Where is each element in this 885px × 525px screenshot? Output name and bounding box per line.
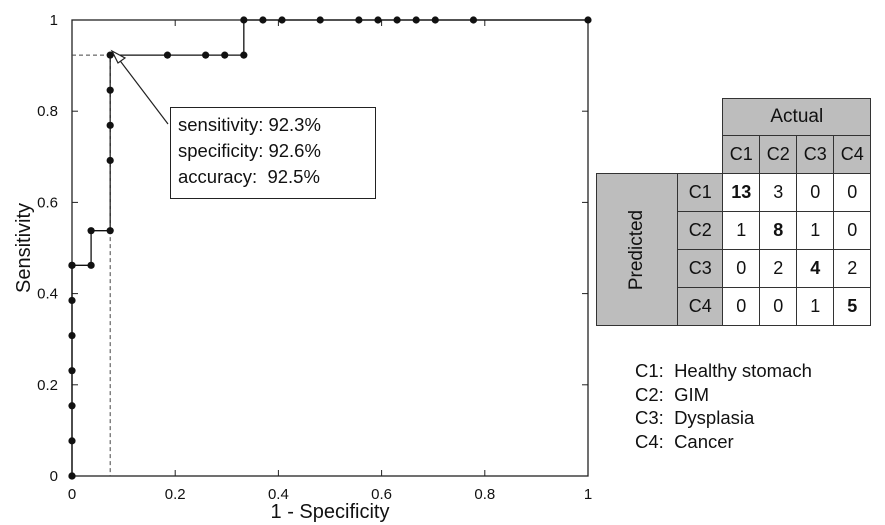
matrix-cell: 5: [833, 287, 872, 326]
legend-item-c2: C2: GIM: [635, 383, 710, 405]
roc-point: [106, 51, 114, 59]
roc-curve-line: [71, 19, 588, 476]
accuracy-label: accuracy: 92.5%: [178, 166, 320, 187]
plot-frame: [71, 19, 589, 477]
roc-point: [68, 367, 76, 375]
y-tick-label: 0: [50, 468, 58, 485]
roc-point: [393, 16, 401, 24]
y-tick-label: 0.4: [37, 286, 58, 303]
roc-point: [163, 51, 172, 59]
y-tick-label: 0.2: [37, 377, 58, 394]
y-tick-label: 0.8: [37, 103, 58, 120]
matrix-cell: 8: [759, 211, 798, 250]
matrix-cell: 0: [833, 173, 872, 212]
roc-point: [431, 16, 439, 24]
roc-point: [221, 51, 229, 59]
x-tick-label: 0: [68, 486, 76, 503]
roc-point: [240, 51, 248, 59]
x-tick-label: 0.4: [268, 486, 289, 503]
roc-point: [316, 16, 324, 24]
legend-item-c3: C3: Dysplasia: [635, 407, 755, 428]
roc-point: [202, 51, 210, 59]
annotation-arrow-line: [117, 57, 169, 125]
roc-point: [106, 121, 114, 129]
roc-point: [106, 227, 114, 235]
roc-point: [68, 331, 76, 340]
roc-point: [87, 261, 95, 269]
matrix-cell: 0: [796, 173, 835, 212]
roc-point: [374, 16, 382, 24]
matrix-cell: 0: [759, 287, 798, 326]
x-axis-label: 1 - Specificity: [271, 501, 390, 523]
actual-header: Actual: [722, 98, 872, 136]
roc-point: [259, 16, 267, 24]
roc-point: [469, 16, 478, 24]
matrix-cell: 1: [796, 211, 835, 250]
roc-point: [68, 402, 76, 410]
matrix-cell: 13: [722, 173, 761, 212]
matrix-cell: 0: [833, 211, 872, 250]
col-header-c1: C1: [722, 135, 761, 174]
predicted-header: Predicted: [595, 173, 679, 326]
roc-point: [106, 86, 114, 94]
roc-curve-layer: [71, 19, 588, 476]
roc-point: [68, 472, 76, 480]
legend-item-c4: C4: Cancer: [635, 430, 734, 452]
row-header-c2: C2: [677, 211, 724, 250]
row-header-c4: C4: [677, 287, 724, 326]
specificity-label: specificity: 92.6%: [178, 140, 321, 161]
roc-points-layer: [68, 16, 592, 480]
y-tick-label: 0.6: [37, 194, 58, 211]
y-axis-ticks: 0 0.2 0.4 0.6 0.8 1: [37, 12, 588, 485]
row-header-c3: C3: [677, 249, 724, 288]
roc-chart: 0 0.2 0.4 0.6 0.8 1 0 0.2 0.4 0.6 0.8 1 1 - Specif…: [13, 12, 592, 523]
matrix-cell: 3: [759, 173, 798, 212]
confusion-matrix: Actual C1 C2 C3 C4 Predicted C1 13 3 0 0…: [595, 98, 872, 326]
col-header-c2: C2: [759, 135, 798, 174]
y-axis-label: Sensitivity: [13, 203, 35, 293]
x-tick-label: 0.8: [474, 486, 495, 503]
x-axis-ticks: 0 0.2 0.4 0.6 0.8 1: [68, 20, 592, 503]
matrix-cell: 2: [759, 249, 798, 288]
annotation-arrow-head: [110, 49, 127, 64]
matrix-cell: 0: [722, 287, 761, 326]
roc-point: [68, 261, 76, 269]
matrix-cell: 2: [833, 249, 872, 288]
roc-point: [240, 16, 248, 24]
x-tick-label: 0.2: [165, 486, 186, 503]
legend-item-c1: C1: Healthy stomach: [635, 360, 812, 381]
col-header-c3: C3: [796, 135, 835, 174]
roc-point: [412, 16, 420, 24]
roc-point: [355, 16, 363, 24]
matrix-cell: 0: [722, 249, 761, 288]
matrix-cell: 1: [796, 287, 835, 326]
matrix-cell: 1: [722, 211, 761, 250]
metrics-annotation-box: sensitivity: 92.3% specificity: 92.6% ac…: [170, 107, 376, 199]
sensitivity-label: sensitivity: 92.3%: [178, 114, 321, 135]
col-header-c4: C4: [833, 135, 872, 174]
x-tick-label: 1: [584, 486, 592, 503]
class-legend: C1: Healthy stomach C2: GIM C3: Dysplasi…: [635, 359, 812, 453]
row-header-c1: C1: [677, 173, 724, 212]
roc-point: [106, 156, 114, 165]
roc-point: [87, 227, 95, 235]
roc-point: [278, 16, 286, 24]
roc-point: [584, 16, 592, 24]
y-tick-label: 1: [50, 12, 58, 29]
matrix-cell: 4: [796, 249, 835, 288]
x-tick-label: 0.6: [371, 486, 392, 503]
roc-point: [68, 437, 76, 445]
roc-point: [68, 296, 76, 305]
predicted-label: Predicted: [626, 209, 648, 290]
